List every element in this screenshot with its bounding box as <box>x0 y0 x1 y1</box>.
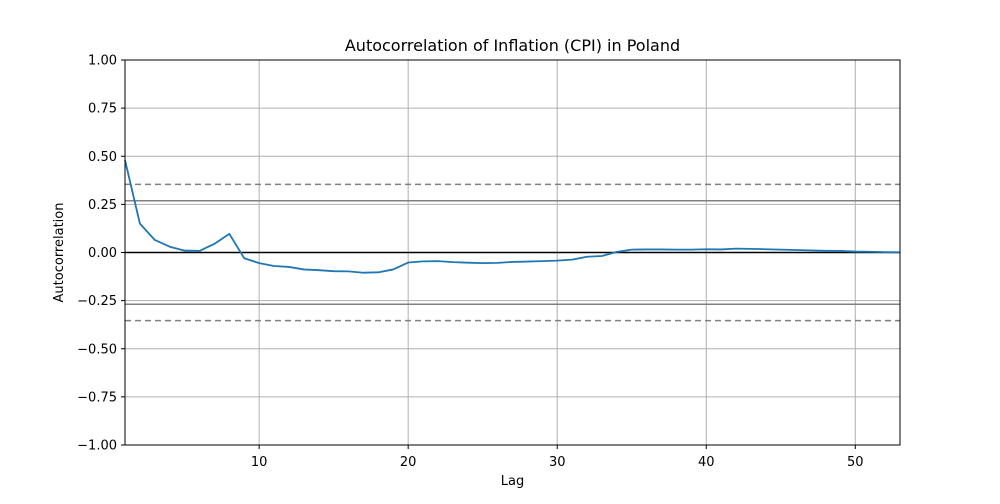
y-tick-label-0: −1.00 <box>77 439 117 454</box>
series-line-0 <box>125 160 900 273</box>
y-tick-label-5: 0.25 <box>88 198 117 213</box>
x-tick-label-3: 40 <box>698 455 715 470</box>
chart-title: Autocorrelation of Inflation (CPI) in Po… <box>345 36 680 55</box>
y-axis-ticks: −1.00 −0.75 −0.50 −0.25 0.00 0.25 0.50 0.75 1.00 <box>77 54 125 454</box>
y-axis-label: Autocorrelation <box>52 203 67 303</box>
y-tick-label-4: 0.00 <box>88 246 117 261</box>
y-tick-label-1: −0.75 <box>77 390 117 405</box>
y-tick-label-3: −0.25 <box>77 294 117 309</box>
x-tick-label-2: 30 <box>549 455 566 470</box>
y-tick-label-7: 0.75 <box>88 102 117 117</box>
x-axis-label: Lag <box>501 474 524 489</box>
y-tick-label-8: 1.00 <box>88 54 117 69</box>
x-tick-label-1: 20 <box>400 455 417 470</box>
x-tick-label-4: 50 <box>847 455 864 470</box>
x-axis-ticks: 10 20 30 40 50 <box>251 445 864 470</box>
series-layer <box>125 160 900 273</box>
x-tick-label-0: 10 <box>251 455 268 470</box>
y-tick-label-6: 0.50 <box>88 150 117 165</box>
y-tick-label-2: −0.50 <box>77 342 117 357</box>
